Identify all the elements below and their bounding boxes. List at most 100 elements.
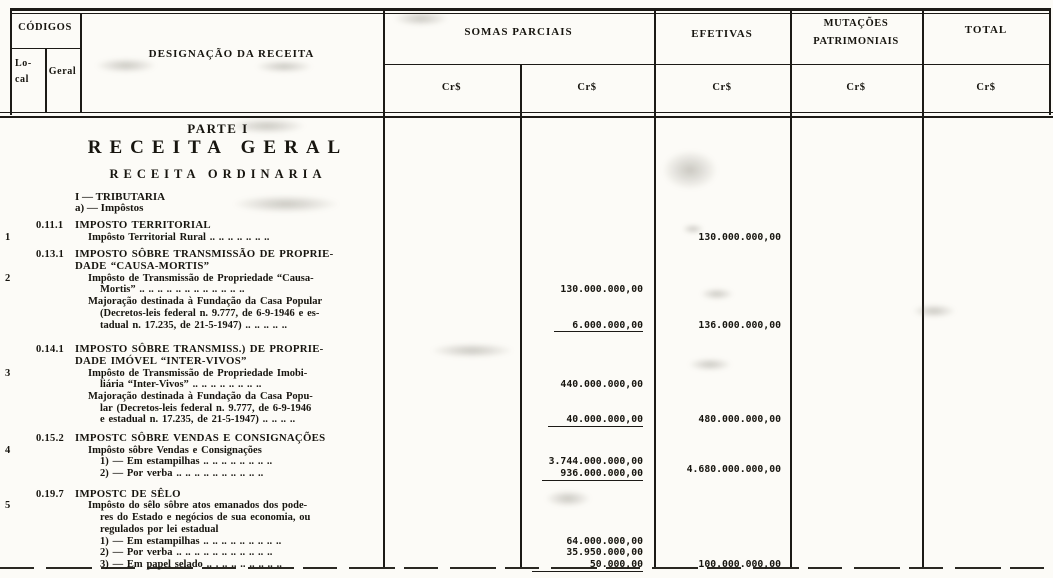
receita-line: Impôsto Territorial Rural .. .. .. .. ..… — [88, 231, 270, 243]
receita-line: 1) — Em estampilhas .. .. .. .. .. .. ..… — [100, 535, 282, 547]
receita-title: IMPOSTO TERRITORIAL — [75, 219, 211, 231]
receita-line: Impôsto do sêlo sôbre atos emanados dos … — [88, 500, 308, 512]
codigos-designacao-divider — [80, 13, 82, 112]
receita-line: Mortis” .. .. .. .. .. .. .. .. .. .. ..… — [100, 284, 245, 296]
efetivas-mutacoes-column-rule — [790, 8, 792, 568]
table-row: Mortis” .. .. .. .. .. .. .. .. .. .. ..… — [0, 284, 1053, 296]
receita-line: tadual n. 17.235, de 21-5-1947) .. .. ..… — [100, 319, 287, 331]
valor-parcial: 64.000.000,00 — [566, 535, 643, 547]
table-left-border — [10, 8, 12, 115]
valor-parcial: 3.744.000.000,00 — [548, 456, 643, 468]
column-header-local-line2: cal — [15, 74, 30, 85]
revenue-entry: 0.14.1 IMPOSTO SÔBRE TRANSMISS.) DE PROP… — [0, 343, 1053, 428]
table-row: tadual n. 17.235, de 21-5-1947) .. .. ..… — [0, 319, 1053, 333]
currency-label-parcial-1: Cr$ — [441, 82, 462, 93]
codigo-local: 1 — [5, 231, 11, 243]
codigo-geral: 0.15.2 — [36, 433, 65, 444]
table-row: 0.15.2 IMPOSTC SÔBRE VENDAS E CONSIGNAÇÕ… — [0, 432, 1053, 445]
valor-parcial-soma: 40.000.000,00 — [548, 414, 643, 428]
receita-line: res do Estado e negócios de sua economia… — [100, 512, 311, 524]
section-subtitle: RECEITA ORDINARIA — [109, 167, 327, 181]
table-row: liária “Inter-Vivos” .. .. .. .. .. .. .… — [0, 379, 1053, 391]
table-right-border — [1049, 8, 1051, 115]
table-row: e estadual n. 17.235, de 21-5-1947) .. .… — [0, 414, 1053, 428]
table-row: DADE IMÓVEL “INTER-VIVOS” — [0, 354, 1053, 368]
receita-line: Majoração destinada à Fundação da Casa P… — [88, 296, 323, 308]
table-row: 4 Impôsto sôbre Vendas e Consignações — [0, 445, 1053, 457]
column-header-efetivas: EFETIVAS — [691, 28, 753, 40]
receita-line: regulados por lei estadual — [100, 523, 219, 535]
somas-efetivas-column-rule — [654, 8, 656, 568]
valor-parcial: 35.950.000,00 — [566, 547, 643, 559]
table-row: 1) — Em estampilhas .. .. .. .. .. .. ..… — [0, 536, 1053, 548]
receita-line: lar (Decretos-leis federal n. 9.777, de … — [100, 402, 312, 414]
header-bottom-border-inner — [0, 112, 1053, 114]
table-top-border-inner — [10, 13, 1051, 15]
receita-line: Majoração destinada à Fundação da Casa P… — [88, 390, 313, 402]
scan-smudge — [700, 288, 734, 300]
currency-row-divider — [383, 64, 1051, 66]
scan-smudge — [255, 60, 313, 73]
revenue-entry: 0.19.7 IMPOSTC DE SÊLO 5 Impôsto do sêlo… — [0, 488, 1053, 572]
receita-line: e estadual n. 17.235, de 21-5-1947) .. .… — [100, 414, 296, 426]
scan-smudge — [688, 358, 732, 371]
column-header-somas-parciais: SOMAS PARCIAIS — [464, 26, 573, 38]
receita-title: DADE IMÓVEL “INTER-VIVOS” — [75, 354, 247, 367]
currency-label-total: Cr$ — [976, 82, 996, 93]
scan-smudge — [545, 490, 591, 507]
codigo-geral: 0.19.7 — [36, 488, 65, 500]
valor-efetivas: 136.000.000,00 — [698, 319, 781, 331]
scan-smudge — [682, 224, 704, 234]
valor-efetivas: 4.680.000.000,00 — [686, 464, 781, 476]
valor-parcial-soma: 6.000.000,00 — [554, 320, 643, 333]
receita-line: Impôsto sôbre Vendas e Consignações — [88, 444, 262, 456]
table-row: 1) — Em estampilhas .. .. .. .. .. .. ..… — [0, 456, 1053, 468]
receita-title: IMPOSTO SÔBRE TRANSMISS.) DE PROPRIE- — [75, 343, 324, 356]
table-row: 2) — Por verba .. .. .. .. .. .. .. .. .… — [0, 464, 1053, 481]
codigo-geral: 0.13.1 — [36, 249, 65, 261]
currency-label-parcial-2: Cr$ — [577, 82, 597, 93]
table-row: Majoração destinada à Fundação da Casa P… — [0, 391, 1053, 403]
table-row: 3 Impôsto de Transmissão de Propriedade … — [0, 368, 1053, 380]
column-header-codigos: CÓDIGOS — [18, 22, 72, 33]
scan-smudge — [232, 195, 340, 213]
table-row: Majoração destinada à Fundação da Casa P… — [0, 296, 1053, 308]
table-row: 2) — Por verba .. .. .. .. .. .. .. .. .… — [0, 547, 1053, 559]
codigo-local: 2 — [5, 272, 11, 284]
table-top-border-outer — [10, 8, 1051, 11]
table-row: 0.14.1 IMPOSTO SÔBRE TRANSMISS.) DE PROP… — [0, 343, 1053, 356]
codigo-local: 4 — [5, 444, 11, 456]
scan-smudge — [430, 343, 514, 358]
revenue-entry: 0.15.2 IMPOSTC SÔBRE VENDAS E CONSIGNAÇÕ… — [0, 432, 1053, 481]
table-row: DADE “CAUSA-MORTIS” — [0, 260, 1053, 273]
table-row: 0.11.1 IMPOSTO TERRITORIAL — [0, 219, 1053, 232]
section-subcategoria: a) — Impôstos — [75, 202, 144, 214]
mutacoes-total-column-rule — [922, 8, 924, 568]
column-header-local-line1: Lo- — [15, 58, 32, 69]
table-row: lar (Decretos-leis federal n. 9.777, de … — [0, 403, 1053, 415]
table-row: res do Estado e negócios de sua economia… — [0, 512, 1053, 524]
currency-label-mutacoes: Cr$ — [846, 82, 866, 93]
revenue-entry: 0.11.1 IMPOSTO TERRITORIAL 1 Impôsto Ter… — [0, 219, 1053, 244]
receita-line: liária “Inter-Vivos” .. .. .. .. .. .. .… — [100, 379, 262, 391]
header-bottom-border-outer — [0, 115, 1053, 118]
table-row: regulados por lei estadual — [0, 524, 1053, 536]
table-row: 0.19.7 IMPOSTC DE SÊLO — [0, 488, 1053, 501]
column-header-geral: Geral — [48, 66, 77, 77]
receita-title: IMPOSTC SÔBRE VENDAS E CONSIGNAÇÕES — [75, 432, 326, 444]
valor-efetivas: 100.000.000,00 — [698, 558, 781, 570]
table-row: 1 Impôsto Territorial Rural .. .. .. .. … — [0, 232, 1053, 244]
section-title: RECEITA GERAL — [87, 137, 349, 158]
table-bottom-dashed-border — [0, 567, 1053, 570]
column-header-total: TOTAL — [964, 24, 1008, 36]
revenue-entry: 0.13.1 IMPOSTO SÔBRE TRANSMISSÃO DE PROP… — [0, 249, 1053, 333]
local-geral-divider — [45, 48, 47, 112]
receita-line: Impôsto de Transmissão de Propriedade “C… — [88, 272, 314, 284]
valor-parcial: 130.000.000,00 — [560, 284, 643, 296]
valor-efetivas: 480.000.000,00 — [698, 414, 781, 426]
valor-parcial: 440.000.000,00 — [560, 379, 643, 391]
receita-line: 2) — Por verba .. .. .. .. .. .. .. .. .… — [100, 547, 273, 559]
scan-smudge — [393, 11, 449, 26]
receita-title: DADE “CAUSA-MORTIS” — [75, 260, 210, 273]
